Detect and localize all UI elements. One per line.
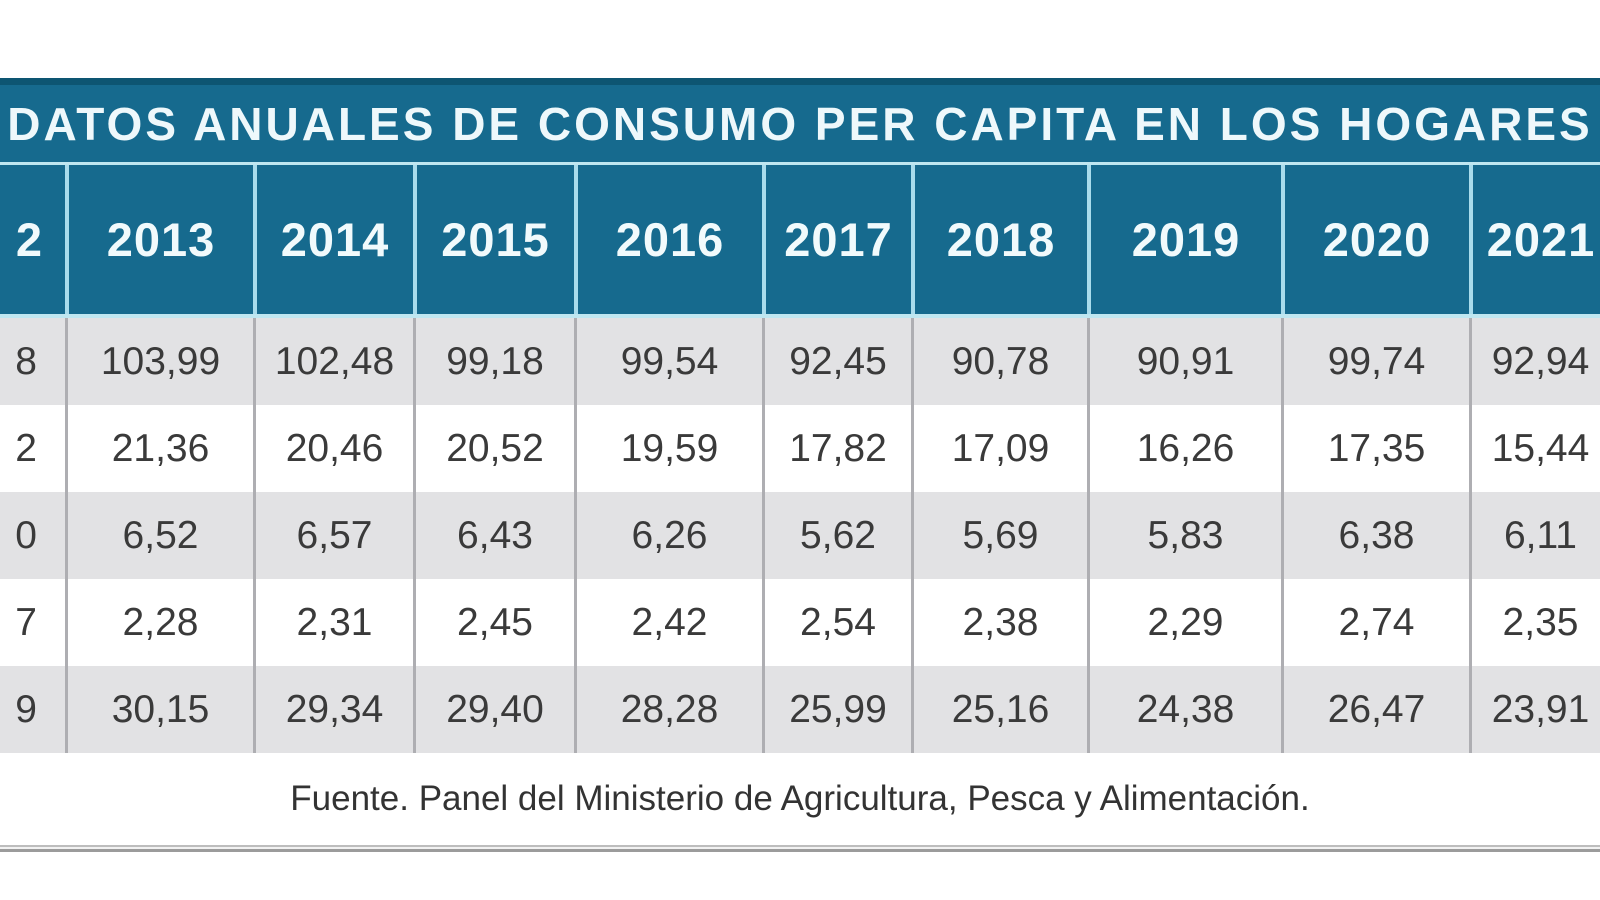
- data-cell: 2,31: [253, 579, 413, 666]
- data-cell: 21,36: [65, 405, 253, 492]
- table-row-3: 0 6,52 6,57 6,43 6,26 5,62 5,69 5,83 6,3…: [0, 492, 1600, 579]
- data-cell: 6,52: [65, 492, 253, 579]
- year-header-2015: 2015: [413, 165, 574, 314]
- data-cell: 25,16: [911, 666, 1087, 753]
- data-cell: 17,09: [911, 405, 1087, 492]
- year-header-row: 2 2013 2014 2015 2016 2017 2018 2019 202…: [0, 162, 1600, 318]
- data-cell: 6,43: [413, 492, 574, 579]
- year-header-2021: 2021: [1469, 165, 1600, 314]
- data-cell: 24,38: [1087, 666, 1281, 753]
- data-cell: 23,91: [1469, 666, 1600, 753]
- data-cell: 99,18: [413, 318, 574, 405]
- data-cell: 25,99: [762, 666, 911, 753]
- data-cell: 6,26: [574, 492, 762, 579]
- year-header-2014: 2014: [253, 165, 413, 314]
- table-row-4: 7 2,28 2,31 2,45 2,42 2,54 2,38 2,29 2,7…: [0, 579, 1600, 666]
- table-title-bar: DATOS ANUALES DE CONSUMO PER CAPITA EN L…: [0, 78, 1600, 162]
- year-header-2017: 2017: [762, 165, 911, 314]
- year-header-2018: 2018: [911, 165, 1087, 314]
- data-cell: 6,38: [1281, 492, 1469, 579]
- data-cell: 99,54: [574, 318, 762, 405]
- data-cell-partial: 9: [15, 687, 37, 731]
- data-cell: 16,26: [1087, 405, 1281, 492]
- data-cell: 5,83: [1087, 492, 1281, 579]
- year-header-2013: 2013: [65, 165, 253, 314]
- data-cell-partial: 7: [15, 600, 37, 644]
- data-cell-partial: 8: [15, 339, 37, 383]
- data-cell: 17,35: [1281, 405, 1469, 492]
- data-cell: 28,28: [574, 666, 762, 753]
- data-cell: 15,44: [1469, 405, 1600, 492]
- data-cell: 2,42: [574, 579, 762, 666]
- table-row-1: 8 103,99 102,48 99,18 99,54 92,45 90,78 …: [0, 318, 1600, 405]
- table-row-2: 2 21,36 20,46 20,52 19,59 17,82 17,09 16…: [0, 405, 1600, 492]
- data-cell: 92,45: [762, 318, 911, 405]
- table-title: DATOS ANUALES DE CONSUMO PER CAPITA EN L…: [7, 97, 1593, 150]
- data-cell: 20,46: [253, 405, 413, 492]
- year-header-2012-partial: 2: [15, 213, 43, 266]
- bottom-divider: [0, 845, 1600, 852]
- source-note: Fuente. Panel del Ministerio de Agricult…: [0, 753, 1600, 845]
- data-cell: 26,47: [1281, 666, 1469, 753]
- data-cell: 2,29: [1087, 579, 1281, 666]
- data-cell-partial: 2: [15, 426, 37, 470]
- data-cell: 90,91: [1087, 318, 1281, 405]
- data-cell: 92,94: [1469, 318, 1600, 405]
- data-cell: 6,57: [253, 492, 413, 579]
- data-cell: 6,11: [1469, 492, 1600, 579]
- data-cell: 2,35: [1469, 579, 1600, 666]
- year-header-2020: 2020: [1281, 165, 1469, 314]
- data-cell: 2,45: [413, 579, 574, 666]
- year-header-2016: 2016: [574, 165, 762, 314]
- data-cell: 29,34: [253, 666, 413, 753]
- data-cell: 99,74: [1281, 318, 1469, 405]
- data-cell-partial: 0: [15, 513, 37, 557]
- data-cell: 19,59: [574, 405, 762, 492]
- data-cell: 90,78: [911, 318, 1087, 405]
- data-cell: 30,15: [65, 666, 253, 753]
- data-cell: 2,54: [762, 579, 911, 666]
- data-cell: 29,40: [413, 666, 574, 753]
- data-cell: 2,28: [65, 579, 253, 666]
- data-cell: 5,62: [762, 492, 911, 579]
- data-cell: 102,48: [253, 318, 413, 405]
- data-cell: 17,82: [762, 405, 911, 492]
- data-cell: 2,38: [911, 579, 1087, 666]
- table-row-5: 9 30,15 29,34 29,40 28,28 25,99 25,16 24…: [0, 666, 1600, 753]
- data-cell: 20,52: [413, 405, 574, 492]
- data-cell: 103,99: [65, 318, 253, 405]
- year-header-2019: 2019: [1087, 165, 1281, 314]
- data-cell: 5,69: [911, 492, 1087, 579]
- data-cell: 2,74: [1281, 579, 1469, 666]
